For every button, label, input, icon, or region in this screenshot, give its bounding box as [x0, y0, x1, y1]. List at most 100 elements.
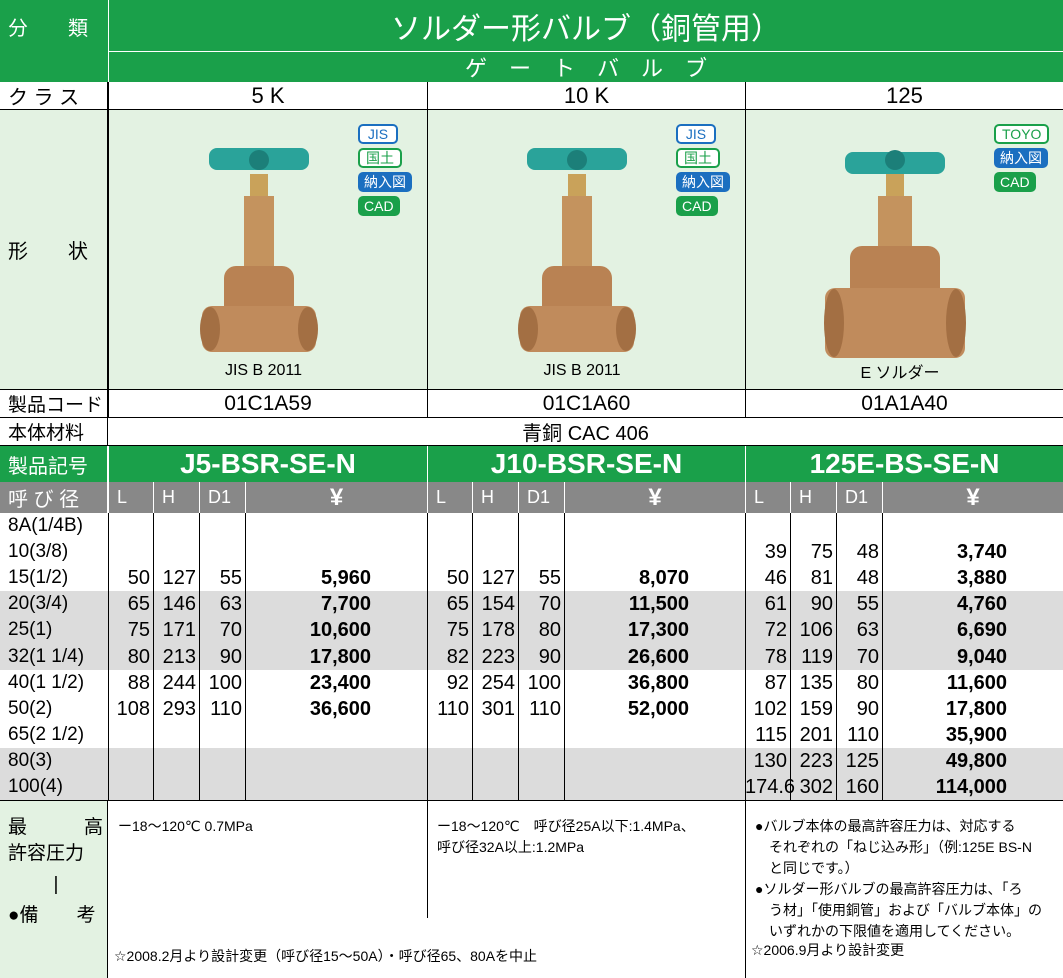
column-rule: [564, 513, 565, 800]
dimension: 302: [799, 776, 833, 798]
notes-label: 最 高: [8, 817, 104, 838]
dimension: 159: [799, 697, 833, 720]
row-group: [0, 747, 1063, 801]
model: 125E-BS-SE-N: [745, 446, 1063, 482]
class-name: 10 K: [427, 82, 745, 110]
size-label: 呼 び 径: [0, 482, 108, 513]
title: ソルダー形バルブ（銅管用）: [108, 0, 1063, 52]
dimension: 244: [162, 671, 196, 694]
dimension: 92: [446, 671, 469, 694]
badge: JIS: [676, 124, 716, 144]
dimension: 119: [801, 645, 833, 668]
dimension: 171: [162, 619, 196, 642]
dimension: 63: [856, 619, 879, 642]
subtitle: ゲ ー ト バ ル ブ: [108, 52, 1063, 82]
column-rule: [790, 513, 791, 800]
dimension: 115: [755, 723, 787, 746]
dimension: 55: [219, 567, 242, 590]
dimension: 254: [481, 671, 515, 694]
dim-header: L: [745, 482, 790, 513]
note-line: ー18〜120℃ 呼び径25A以下:1.4MPa、: [437, 818, 695, 834]
badge: CAD: [994, 172, 1036, 192]
dimension: 90: [219, 645, 242, 668]
product-code: 01C1A59: [108, 390, 427, 418]
dimension: 108: [116, 697, 150, 720]
dimension: 127: [481, 567, 515, 590]
badge: CAD: [358, 196, 400, 216]
price: 9,040: [956, 645, 1007, 668]
dim-header: ¥: [564, 482, 745, 513]
dimension: 90: [856, 697, 879, 720]
footnote: ☆2006.9月より設計変更: [751, 942, 905, 958]
notes-label: 許容圧力: [8, 843, 85, 864]
dim-header: ¥: [245, 482, 427, 513]
dimension: 301: [481, 697, 515, 720]
price: 49,800: [945, 749, 1007, 772]
shape-cell: JIS 国土 納入図 CAD JIS B 2011: [427, 110, 745, 390]
dim-header: L: [427, 482, 472, 513]
price: 7,700: [320, 593, 371, 616]
price: 5,960: [320, 567, 371, 590]
price: 52,000: [627, 697, 689, 720]
dim-header: D1: [199, 482, 245, 513]
model: J10-BSR-SE-N: [427, 446, 745, 482]
price: 3,880: [956, 567, 1007, 590]
dimension: 55: [856, 593, 879, 616]
dimension: 87: [764, 671, 787, 694]
dimension: 146: [162, 593, 196, 616]
column-rule: [518, 513, 519, 800]
size: 65(2 1/2): [8, 723, 85, 745]
dimension: 65: [127, 593, 150, 616]
note-line: ●バルブ本体の最高許容圧力は、対応する: [755, 818, 1016, 834]
left-rule: [108, 513, 109, 800]
note-line: ●ソルダー形バルブの最高許容圧力は、「ろ: [755, 881, 1023, 897]
notes-label: ●備 考: [8, 905, 96, 926]
notes-label-bg: [0, 801, 108, 978]
shape-cell: TOYO 納入図 CAD E ソルダー: [745, 110, 1063, 390]
class-label: ク ラ ス: [0, 82, 108, 110]
shape-label: 形 状: [0, 110, 108, 390]
dim-header: H: [790, 482, 836, 513]
price: 36,800: [627, 671, 689, 694]
dimension: 80: [538, 619, 561, 642]
dimension: 125: [845, 749, 879, 772]
valve-image: [824, 150, 966, 358]
dimension: 90: [810, 593, 833, 616]
size: 40(1 1/2): [8, 671, 85, 693]
size: 25(1): [8, 619, 53, 641]
dimension: 178: [481, 619, 515, 642]
material-label: 本体材料: [0, 418, 108, 446]
valve-image: [518, 148, 636, 352]
dimension: 130: [753, 749, 787, 772]
header-bg: [0, 0, 1063, 82]
dimension: 75: [446, 619, 469, 642]
dimension: 160: [845, 776, 879, 798]
dimension: 213: [162, 645, 196, 668]
product-code: 01A1A40: [745, 390, 1063, 418]
price: 23,400: [309, 671, 371, 694]
dimension: 102: [753, 697, 787, 720]
price: 26,600: [627, 645, 689, 668]
dimension: 82: [446, 645, 469, 668]
dimension: 80: [856, 671, 879, 694]
column-rule: [153, 513, 154, 800]
dimension: 61: [764, 593, 787, 616]
dimension: 78: [764, 645, 787, 668]
dimension: 46: [764, 567, 787, 590]
dimension: 63: [219, 593, 242, 616]
price: 6,690: [956, 619, 1007, 642]
class-name: 5 K: [108, 82, 427, 110]
column-rule: [882, 513, 883, 800]
row-group: [0, 591, 1063, 670]
dimension: 100: [527, 671, 561, 694]
dimension: 223: [799, 749, 833, 772]
price: 36,600: [309, 697, 371, 720]
size: 8A(1/4B): [8, 515, 83, 537]
price: 35,900: [945, 723, 1007, 746]
shape-cell: JIS 国土 納入図 CAD JIS B 2011: [108, 110, 427, 390]
model: J5-BSR-SE-N: [108, 446, 427, 482]
caption: E ソルダー: [860, 365, 940, 382]
dimension: 70: [856, 645, 879, 668]
badge: 国土: [676, 148, 720, 168]
